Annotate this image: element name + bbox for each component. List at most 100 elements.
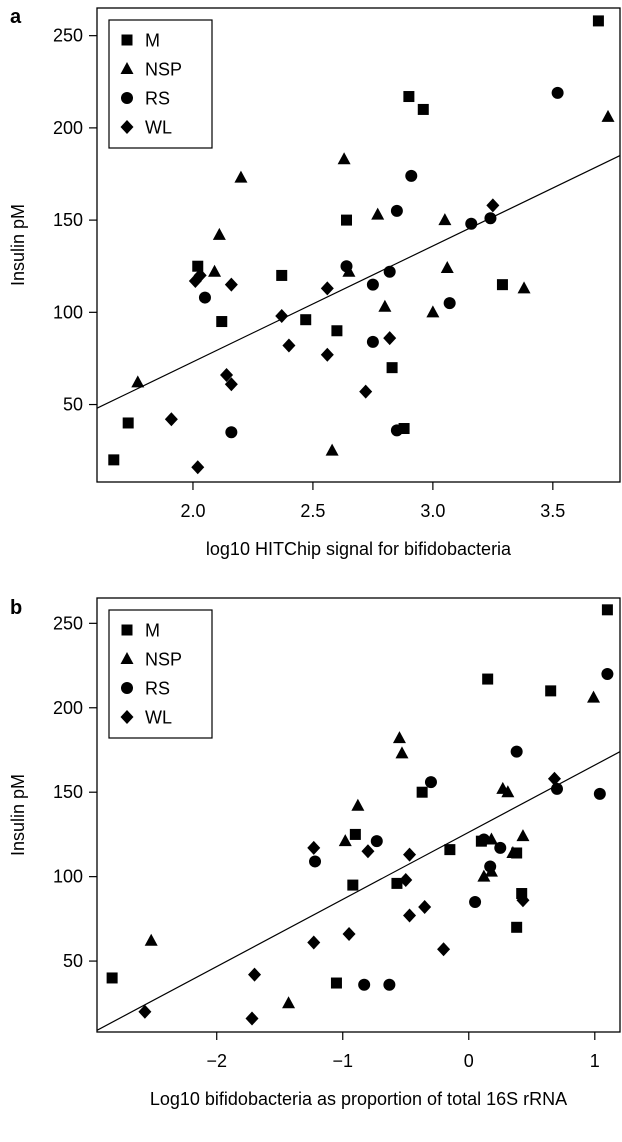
data-point-wl — [193, 268, 207, 283]
data-point-rs — [484, 212, 497, 225]
data-point-m — [516, 888, 528, 900]
data-point-wl — [437, 942, 451, 957]
legend-marker-wl — [120, 120, 134, 134]
plot-frame — [96, 7, 621, 483]
y-tick-label: 200 — [53, 118, 83, 138]
data-point-m — [545, 685, 557, 697]
data-point-m — [300, 314, 312, 326]
regression-line — [97, 155, 620, 409]
data-point-nsp — [208, 264, 222, 277]
plot-frame — [96, 597, 621, 1033]
y-tick-label: 250 — [53, 613, 83, 633]
y-tick-label: 100 — [53, 867, 83, 887]
data-point-wl — [486, 198, 500, 213]
data-point-nsp — [440, 261, 454, 274]
data-point-m — [601, 604, 613, 616]
x-tick-label: −1 — [332, 1051, 353, 1071]
panel-a: a 50 100 150 200 250 2.0 2.5 3.0 3.5 log10 HITChip… — [8, 6, 621, 559]
data-point-rs — [383, 265, 396, 278]
data-point-m — [347, 879, 359, 891]
data-point-rs — [593, 787, 606, 800]
data-point-nsp — [337, 152, 351, 165]
data-point-wl — [191, 460, 205, 475]
data-point-m — [106, 972, 118, 984]
x-tick-label: −2 — [206, 1051, 227, 1071]
data-point-wl — [245, 1011, 259, 1026]
data-point-rs — [469, 895, 482, 908]
data-point-nsp — [351, 798, 365, 811]
data-point-m — [276, 269, 288, 281]
x-tick-label: 1 — [590, 1051, 600, 1071]
legend-label-wl: WL — [145, 118, 172, 138]
data-point-m — [417, 103, 429, 115]
data-point-rs — [477, 833, 490, 846]
data-point-m — [349, 828, 361, 840]
data-point-nsp — [392, 731, 406, 744]
data-point-wl — [399, 873, 413, 888]
data-point-wl — [320, 281, 334, 296]
data-point-m — [341, 214, 353, 226]
data-point-nsp — [395, 746, 409, 759]
data-point-rs — [443, 297, 456, 310]
data-point-rs — [510, 745, 523, 758]
data-point-wl — [342, 927, 356, 942]
data-point-nsp — [426, 305, 440, 318]
data-point-wl — [307, 840, 321, 855]
legend-marker-nsp — [120, 652, 134, 664]
legend-marker-m — [121, 624, 133, 636]
data-point-wl — [403, 908, 417, 923]
series-nsp — [131, 109, 615, 456]
data-point-wl — [418, 900, 432, 915]
data-point-m — [482, 673, 494, 685]
data-point-nsp — [325, 443, 339, 456]
data-point-wl — [275, 309, 289, 324]
data-point-nsp — [212, 227, 226, 240]
x-axis-label: log10 HITChip signal for bifidobacteria — [206, 539, 512, 559]
data-point-nsp — [234, 170, 248, 183]
legend-marker-m — [121, 34, 133, 46]
data-point-m — [108, 454, 120, 466]
data-point-nsp — [587, 690, 601, 703]
data-point-rs — [550, 782, 563, 795]
data-point-wl — [224, 377, 238, 392]
data-point-wl — [138, 1004, 152, 1019]
legend-marker-rs — [121, 682, 133, 694]
data-point-wl — [282, 338, 296, 353]
legend-label-wl: WL — [145, 708, 172, 728]
data-point-m — [216, 316, 228, 328]
data-point-nsp — [601, 109, 615, 122]
legend-marker-wl — [120, 710, 134, 724]
series-rs — [309, 667, 614, 991]
data-point-m — [398, 423, 410, 435]
data-point-wl — [248, 967, 262, 982]
data-point-rs — [383, 978, 396, 991]
data-point-rs — [358, 978, 371, 991]
data-point-wl — [307, 935, 321, 950]
data-point-nsp — [371, 207, 385, 220]
data-point-wl — [403, 847, 417, 862]
data-point-rs — [424, 776, 437, 789]
series-wl — [164, 198, 500, 475]
y-tick-label: 150 — [53, 210, 83, 230]
series-m — [108, 15, 604, 466]
data-point-wl — [547, 771, 561, 786]
data-point-rs — [390, 204, 403, 217]
regression-line — [97, 751, 620, 1031]
y-tick-label: 100 — [53, 302, 83, 322]
data-point-rs — [494, 841, 507, 854]
data-point-rs — [390, 424, 403, 437]
data-point-wl — [320, 347, 334, 362]
panel-letter: a — [10, 6, 22, 28]
x-tick-label: 2.0 — [180, 501, 205, 521]
y-axis-label: Insulin pM — [8, 774, 28, 856]
data-point-rs — [370, 835, 383, 848]
data-point-m — [192, 260, 204, 272]
legend-label-m: M — [145, 621, 160, 641]
data-point-wl — [361, 844, 375, 859]
data-point-m — [391, 877, 403, 889]
data-point-rs — [309, 855, 322, 868]
data-point-m — [444, 844, 456, 856]
panel-letter: b — [10, 597, 22, 619]
data-point-rs — [340, 260, 353, 273]
y-axis-label: Insulin pM — [8, 204, 28, 286]
